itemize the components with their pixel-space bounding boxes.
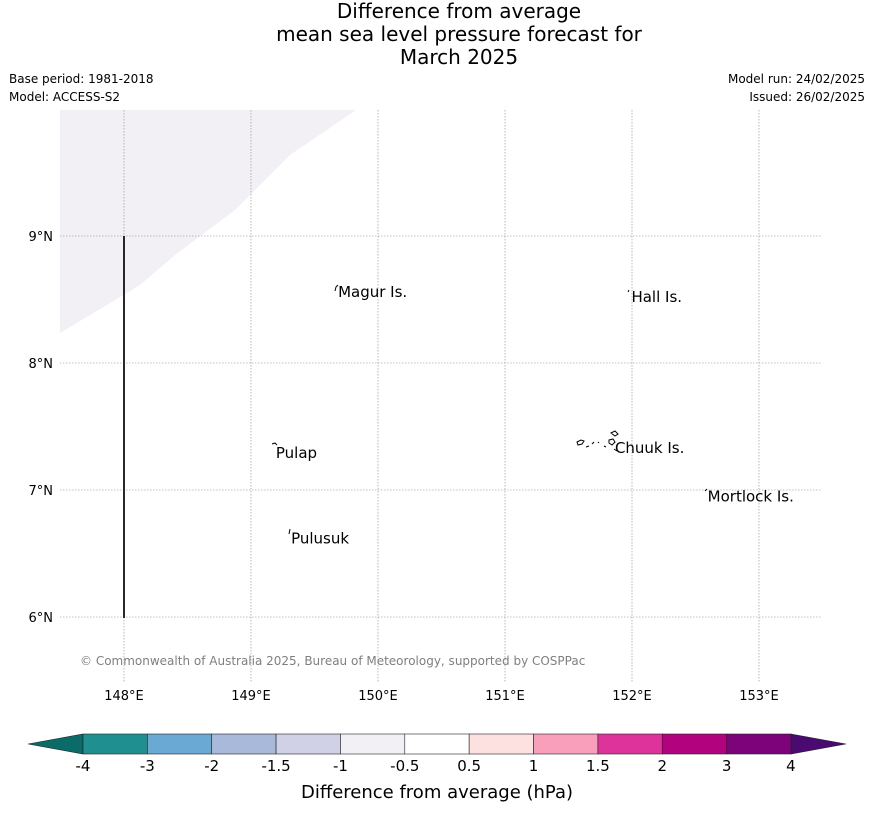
latitude-tick-label: 9°N <box>29 230 54 245</box>
pulusuk-island-outline <box>288 528 291 535</box>
colorbar-over-arrow <box>790 733 847 755</box>
longitude-tick-label: 148°E <box>104 689 144 704</box>
longitude-tick-label: 149°E <box>231 689 271 704</box>
magur-island-outline <box>334 284 339 292</box>
hall-island-outline <box>627 289 630 293</box>
model-text: Model: ACCESS-S2 <box>9 90 121 104</box>
longitude-tick-label: 150°E <box>358 689 398 704</box>
colorbar-segment <box>468 733 534 755</box>
chuuk-island-outline <box>576 430 619 452</box>
colorbar-segments <box>82 733 792 755</box>
longitude-tick-label: 153°E <box>739 689 779 704</box>
place-labels: Magur Is. Hall Is. Pulap Chuuk Is. Mortlock … <box>276 283 794 547</box>
longitude-tick-label: 152°E <box>612 689 652 704</box>
shaded-anomaly-region <box>60 110 356 333</box>
place-label: Mortlock Is. <box>708 487 794 505</box>
latitude-tick-label: 6°N <box>29 611 54 626</box>
map: 148°E 149°E 150°E 151°E 152°E 153°E 9°N 8°N 7°N… <box>29 110 822 704</box>
model-run-text: Model run: 24/02/2025 <box>727 72 865 86</box>
pulap-island-outline <box>271 442 278 446</box>
latitude-tick-label: 7°N <box>29 484 54 499</box>
colorbar-segment <box>82 733 148 755</box>
colorbar-tick-label: 4 <box>786 757 796 775</box>
title-line-1: Difference from average <box>336 0 582 23</box>
colorbar-segment <box>597 733 663 755</box>
place-label: Hall Is. <box>631 288 682 306</box>
colorbar-segment <box>533 733 599 755</box>
colorbar-segment <box>661 733 727 755</box>
colorbar-tick-label: 3 <box>722 757 732 775</box>
title-line-2: mean sea level pressure forecast for <box>276 22 642 46</box>
colorbar-tick-label: 0.5 <box>457 757 481 775</box>
colorbar-tick-labels: -4 -3 -2 -1.5 -1 -0.5 0.5 1 1.5 2 3 4 <box>76 757 796 775</box>
colorbar-tick-label: -4 <box>76 757 91 775</box>
colorbar-tick-label: -2 <box>204 757 219 775</box>
colorbar-tick-label: 2 <box>657 757 667 775</box>
base-period-text: Base period: 1981-2018 <box>9 72 154 86</box>
colorbar-tick-label: -0.5 <box>390 757 419 775</box>
colorbar-title: Difference from average (hPa) <box>301 782 573 803</box>
colorbar-tick-label: -3 <box>140 757 155 775</box>
place-label: Pulap <box>276 444 317 462</box>
colorbar-tick-label: -1 <box>333 757 348 775</box>
colorbar-segment <box>726 733 792 755</box>
title-line-3: March 2025 <box>399 45 519 69</box>
place-label: Pulusuk <box>291 529 349 547</box>
copyright-text: © Commonwealth of Australia 2025, Bureau… <box>80 654 585 668</box>
colorbar-segment <box>211 733 277 755</box>
issued-text: Issued: 26/02/2025 <box>749 90 865 104</box>
colorbar-tick-label: -1.5 <box>261 757 290 775</box>
island-outlines <box>271 284 708 535</box>
colorbar-tick-label: 1.5 <box>586 757 610 775</box>
longitude-labels: 148°E 149°E 150°E 151°E 152°E 153°E <box>104 689 779 704</box>
mortlock-island-outline <box>704 488 708 492</box>
latitude-labels: 9°N 8°N 7°N 6°N <box>29 230 54 626</box>
colorbar-segment <box>340 733 406 755</box>
longitude-tick-label: 151°E <box>485 689 525 704</box>
colorbar-tick-label: 1 <box>529 757 539 775</box>
latitude-tick-label: 8°N <box>29 357 54 372</box>
chart-title: Difference from average mean sea level p… <box>0 0 873 69</box>
meta-left: Base period: 1981-2018 Model: ACCESS-S2 <box>9 70 154 106</box>
colorbar-segment <box>275 733 341 755</box>
place-label: Magur Is. <box>338 283 407 301</box>
meta-right: Model run: 24/02/2025 Issued: 26/02/2025 <box>728 70 865 106</box>
colorbar-under-arrow <box>27 733 84 755</box>
colorbar-segment <box>404 733 470 755</box>
place-label: Chuuk Is. <box>615 439 684 457</box>
colorbar-segment <box>147 733 213 755</box>
